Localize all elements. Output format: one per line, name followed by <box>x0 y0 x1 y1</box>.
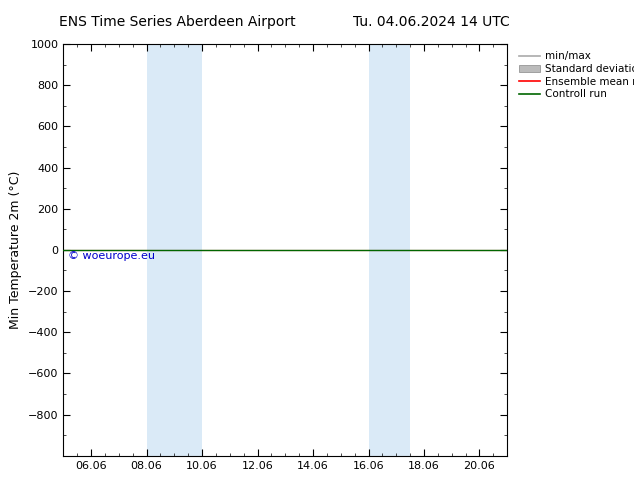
Bar <box>146 44 202 456</box>
Text: ENS Time Series Aberdeen Airport: ENS Time Series Aberdeen Airport <box>59 15 296 29</box>
Y-axis label: Min Temperature 2m (°C): Min Temperature 2m (°C) <box>10 171 22 329</box>
Bar <box>368 44 410 456</box>
Text: © woeurope.eu: © woeurope.eu <box>68 251 155 261</box>
Text: Tu. 04.06.2024 14 UTC: Tu. 04.06.2024 14 UTC <box>353 15 510 29</box>
Legend: min/max, Standard deviation, Ensemble mean run, Controll run: min/max, Standard deviation, Ensemble me… <box>517 49 634 101</box>
